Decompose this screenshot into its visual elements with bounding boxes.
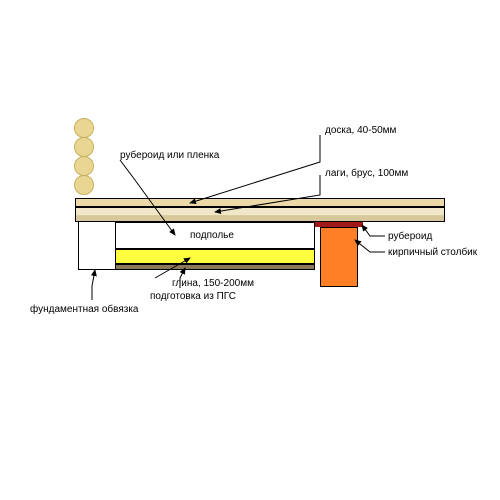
label-joist: лаги, брус, 100мм	[325, 168, 408, 179]
label-clay: глина, 150-200мм	[172, 278, 254, 289]
label-brick: кирпичный столбик	[388, 247, 477, 258]
joist-layer	[75, 207, 445, 222]
clay-layer	[115, 249, 315, 264]
board-layer	[75, 198, 445, 207]
label-subfloor: подполье	[190, 230, 234, 241]
label-foundation: фундаментная обвязка	[30, 304, 139, 315]
ruberoid-strip	[315, 222, 363, 227]
label-pgs: подготовка из ПГС	[150, 291, 236, 302]
label-ruberoid-film: рубероид или пленка	[120, 150, 219, 161]
diagram-stage: доска, 40-50мм лаги, брус, 100мм руберои…	[0, 0, 500, 500]
label-ruberoid-right: рубероид	[388, 231, 432, 242]
brick-pillar	[320, 227, 358, 287]
label-board: доска, 40-50мм	[325, 125, 396, 136]
pgs-layer	[115, 264, 315, 270]
